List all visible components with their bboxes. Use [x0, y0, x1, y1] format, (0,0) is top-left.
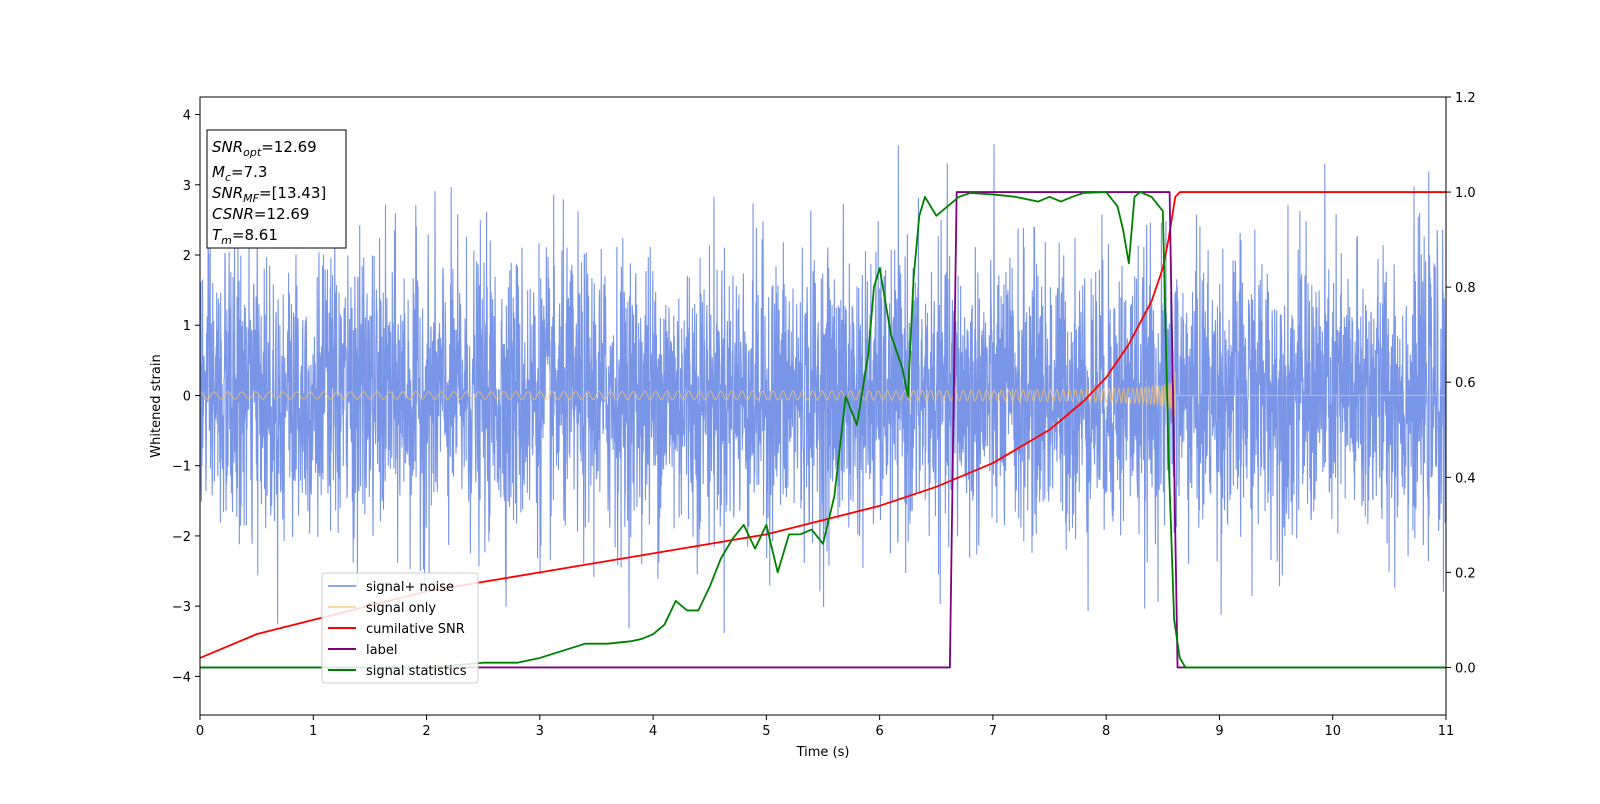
- x-tick-label: 4: [649, 724, 657, 739]
- x-tick-label: 0: [196, 724, 204, 739]
- legend-label: cumilative SNR: [366, 622, 465, 637]
- y2-tick-label: 1.0: [1455, 186, 1476, 201]
- y-tick-label: 2: [183, 249, 191, 264]
- y-tick-label: 1: [183, 319, 191, 334]
- y-tick-label: 3: [183, 179, 191, 194]
- y2-tick-label: 1.2: [1455, 91, 1476, 106]
- series-line-signal-statistics: [200, 191, 1446, 669]
- x-tick-label: 10: [1324, 724, 1341, 739]
- annotation-line: Tm=8.61: [212, 226, 278, 247]
- y-tick-label: −2: [172, 530, 191, 545]
- annotation-line: CSNR=12.69: [212, 205, 309, 223]
- x-tick-label: 3: [536, 724, 544, 739]
- x-tick-label: 1: [309, 724, 317, 739]
- x-tick-label: 7: [989, 724, 997, 739]
- annotation-box: SNRopt=12.69 Mc=7.3SNRMF=[13.43]CSNR=12.6…: [206, 129, 347, 249]
- y2-tick-label: 0.8: [1455, 281, 1476, 296]
- x-tick-label: 8: [1102, 724, 1110, 739]
- y-tick-label: −1: [172, 460, 191, 475]
- y-tick-label: −3: [172, 600, 191, 615]
- annotation-line: SNRMF=[13.43]: [212, 184, 326, 205]
- y-tick-label: 4: [183, 109, 191, 124]
- series-line-signal-noise: [200, 143, 1446, 633]
- annotation-line: Mc=7.3: [212, 163, 267, 184]
- legend-label: signal+ noise: [366, 580, 454, 595]
- annotation-line: SNRopt=12.69: [212, 138, 317, 159]
- y-axis-label: Whitened strain: [149, 354, 164, 457]
- y-axis-left: −4 −3 −2 −1 0 1 2 3 4: [172, 109, 200, 685]
- series-line-signal-only: [200, 371, 1446, 417]
- x-tick-label: 6: [875, 724, 883, 739]
- y-tick-label: 0: [183, 389, 191, 404]
- x-tick-label: 2: [422, 724, 430, 739]
- x-tick-label: 5: [762, 724, 770, 739]
- y2-tick-label: 0.0: [1455, 661, 1476, 676]
- legend: signal+ noise signal only cumilative SNR la…: [321, 572, 479, 684]
- legend-frame: [321, 572, 479, 684]
- legend-label: signal only: [366, 601, 436, 616]
- y2-tick-label: 0.6: [1455, 376, 1476, 391]
- y-axis-right: 0.0 0.2 0.4 0.6 0.8 1.0 1.2: [1446, 91, 1476, 676]
- x-axis: 0 1 2 3 4 5 6 7 8 9 10 11: [196, 715, 1454, 739]
- legend-label: label: [366, 643, 397, 658]
- y-tick-label: −4: [172, 670, 191, 685]
- x-tick-label: 9: [1215, 724, 1223, 739]
- x-axis-label: Time (s): [796, 745, 850, 760]
- x-tick-label: 11: [1438, 724, 1455, 739]
- y2-tick-label: 0.2: [1455, 566, 1476, 581]
- y2-tick-label: 0.4: [1455, 471, 1476, 486]
- plot-frame: [199, 96, 1447, 716]
- annotation-frame: [206, 129, 347, 249]
- legend-label: signal statistics: [366, 664, 467, 679]
